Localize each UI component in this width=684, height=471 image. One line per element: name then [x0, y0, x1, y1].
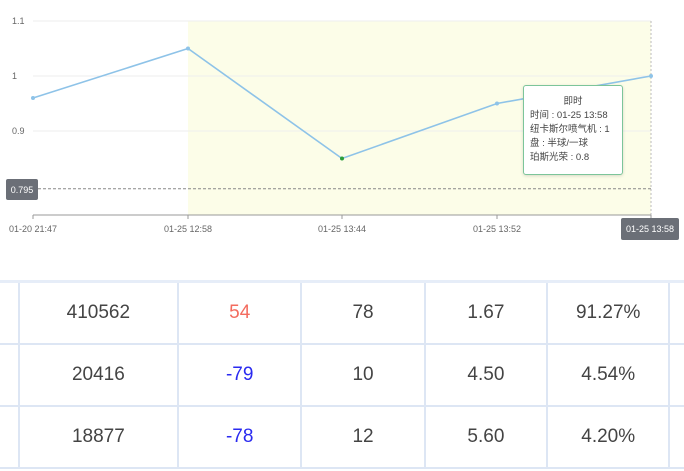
table-cell: 10 — [300, 343, 426, 407]
table-cell: 4.50 — [423, 343, 549, 407]
y-tick-label: 0.9 — [12, 126, 25, 136]
table-cell-edge — [668, 405, 684, 469]
table-cell: 20416 — [17, 343, 180, 407]
tooltip-line: 时间 : 01-25 13:58 — [530, 110, 608, 121]
table-row: 20416 -79 10 4.50 4.54% — [0, 343, 684, 407]
data-point — [31, 96, 35, 100]
table-cell-edge — [0, 280, 20, 345]
table-cell: 12 — [300, 405, 426, 469]
tooltip-line: 珀斯光荣 : 0.8 — [530, 152, 590, 163]
table-cell: 410562 — [17, 280, 180, 345]
table-cell: 4.54% — [546, 343, 671, 407]
data-point — [649, 74, 653, 78]
table-cell: 5.60 — [423, 405, 549, 469]
table-row: 410562 54 78 1.67 91.27% — [0, 280, 684, 345]
table-cell: -79 — [177, 343, 303, 407]
x-tick-label: 01-25 13:44 — [318, 224, 366, 234]
table-cell-edge — [668, 343, 684, 407]
table-cell-edge — [0, 343, 20, 407]
x-pointer-badge — [621, 218, 679, 240]
y-pointer-label: 0.795 — [11, 185, 34, 195]
table-cell-edge — [0, 405, 20, 469]
y-tick-label: 1.1 — [12, 16, 25, 26]
x-tick-label: 01-25 12:58 — [164, 224, 212, 234]
y-tick-label: 1 — [12, 71, 17, 81]
table-cell: 4.20% — [546, 405, 671, 469]
tooltip-line: 纽卡斯尔喷气机 : 1 — [530, 124, 610, 135]
table-cell: 1.67 — [423, 280, 549, 345]
x-tick-label: 01-25 13:52 — [473, 224, 521, 234]
data-point — [340, 156, 344, 161]
table-cell: 18877 — [17, 405, 180, 469]
data-point — [495, 101, 499, 106]
table-cell: 78 — [300, 280, 426, 345]
table-cell: -78 — [177, 405, 303, 469]
chart-tooltip: 即时 时间 : 01-25 13:58 纽卡斯尔喷气机 : 1 盘 : 半球/一… — [523, 85, 623, 175]
stats-table: 410562 54 78 1.67 91.27% 20416 -79 10 4.50 4.54% 1… — [0, 280, 684, 469]
table-cell: 91.27% — [546, 280, 671, 345]
y-pointer-badge — [6, 179, 38, 200]
table-cell-edge — [668, 280, 684, 345]
x-pointer-label: 01-25 13:58 — [626, 224, 674, 234]
x-tick-label: 01-20 21:47 — [9, 224, 57, 234]
tooltip-line: 盘 : 半球/一球 — [530, 138, 589, 149]
data-point — [186, 46, 190, 51]
table-row: 18877 -78 12 5.60 4.20% — [0, 405, 684, 469]
table-cell: 54 — [177, 280, 303, 345]
tooltip-title: 即时 — [563, 96, 583, 107]
